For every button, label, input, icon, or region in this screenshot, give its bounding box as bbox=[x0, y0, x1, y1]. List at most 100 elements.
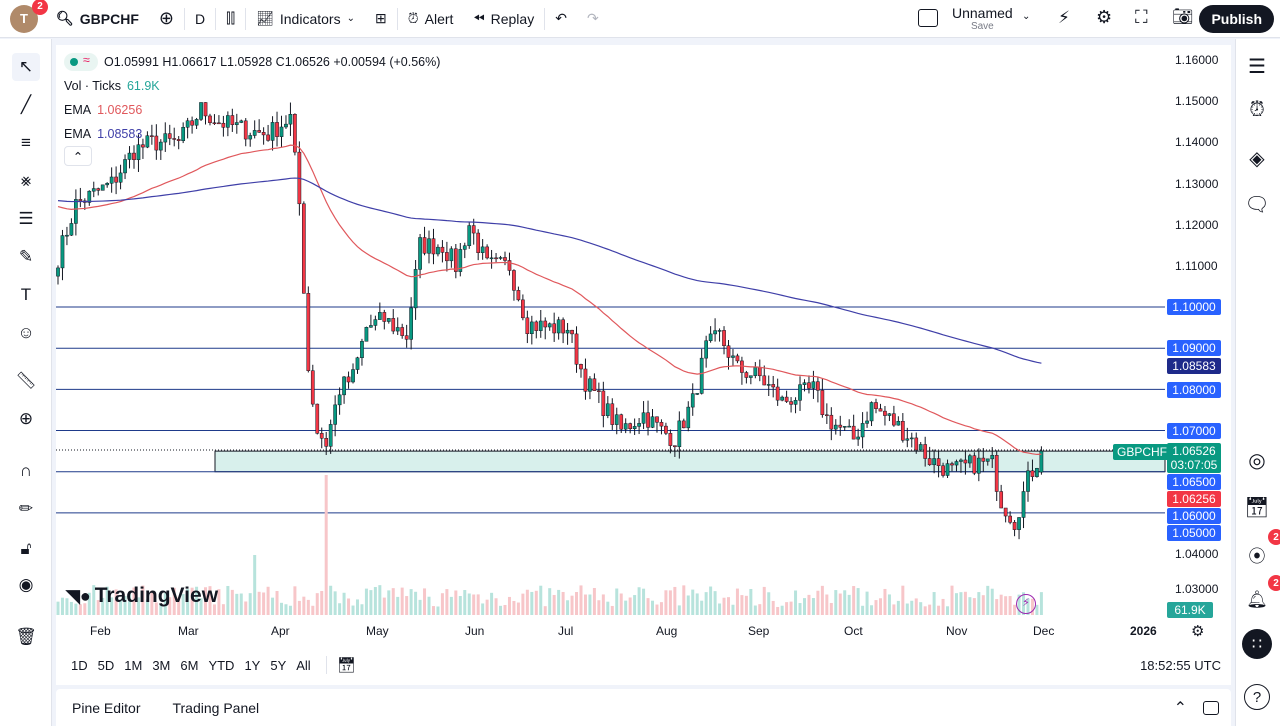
range-1d[interactable]: 1D bbox=[71, 657, 88, 673]
alert-button[interactable]: ⏰︎ Alert bbox=[407, 10, 454, 27]
symbol-search[interactable]: 🔍︎ GBPCHF bbox=[56, 10, 139, 27]
market-status-icon: ≈ bbox=[64, 53, 98, 71]
chevron-down-icon[interactable]: ⌄ bbox=[1022, 11, 1031, 22]
divider bbox=[184, 7, 185, 30]
fib-retracement-icon[interactable]: ☰ bbox=[18, 209, 34, 228]
volume-bar bbox=[87, 592, 91, 615]
cursor-icon[interactable]: ↖ bbox=[12, 53, 40, 81]
range-ytd[interactable]: YTD bbox=[208, 657, 235, 673]
chevron-up-icon[interactable]: ⌃ bbox=[1173, 699, 1187, 717]
undo-button[interactable]: ↶ bbox=[545, 0, 577, 38]
range-1m[interactable]: 1M bbox=[124, 657, 143, 673]
ruler-icon[interactable]: 📏︎ bbox=[15, 371, 37, 390]
volume-bar bbox=[673, 586, 677, 615]
layers-icon[interactable]: ◈ bbox=[1249, 147, 1265, 170]
compare-button[interactable]: ⊕ bbox=[149, 0, 184, 38]
emoji-icon[interactable]: ☺ bbox=[17, 323, 35, 342]
volume-bar bbox=[928, 604, 932, 615]
volume-bar bbox=[275, 591, 279, 615]
horizontal-lines-icon[interactable]: ≡ bbox=[21, 133, 31, 152]
tab-trading-panel[interactable]: Trading Panel bbox=[172, 699, 260, 716]
lightning-event-icon[interactable]: ⚡︎ bbox=[1016, 594, 1036, 614]
settings-gear-icon[interactable]: ⚙ bbox=[1096, 7, 1113, 27]
candle-body bbox=[400, 327, 405, 336]
calendar-icon[interactable]: 📅︎ bbox=[1244, 496, 1270, 519]
volume-bar bbox=[239, 593, 243, 615]
target-icon[interactable]: ◎ bbox=[1248, 449, 1266, 472]
chart-type-button[interactable]: ⫿⫿ bbox=[216, 0, 245, 38]
bell-icon[interactable]: 🔔︎ 2 bbox=[1242, 575, 1280, 615]
chat-icon[interactable]: 🗨︎ bbox=[1244, 193, 1270, 216]
trash-icon[interactable]: 🗑︎ bbox=[15, 627, 37, 646]
candle-body bbox=[677, 420, 682, 448]
candle-body bbox=[954, 461, 959, 466]
volume-legend[interactable]: Vol · Ticks 61.9K bbox=[64, 79, 160, 93]
brush-icon[interactable]: ✎ bbox=[18, 247, 34, 266]
text-icon[interactable]: T bbox=[20, 285, 32, 304]
drawing-toolbar: ↖ ╱ ≡ ⨳ ☰ ✎ T ☺ 📏︎ ⊕ ∩ ✏ 🔓︎ ◉ 🗑︎ bbox=[0, 39, 52, 726]
volume-bar bbox=[937, 605, 941, 615]
candle-body bbox=[306, 293, 311, 371]
ema-slow-legend[interactable]: EMA 1.08583 bbox=[64, 127, 143, 141]
volume-bar bbox=[905, 603, 909, 615]
range-5d[interactable]: 5D bbox=[97, 657, 115, 673]
volume-bar bbox=[566, 600, 570, 615]
ema-fast-legend[interactable]: EMA 1.06256 bbox=[64, 103, 143, 117]
date-range-calendar-icon[interactable]: 📅︎ bbox=[336, 657, 356, 674]
range-3m[interactable]: 3M bbox=[152, 657, 171, 673]
zoom-in-icon[interactable]: ⊕ bbox=[18, 409, 34, 428]
pattern-nodes-icon[interactable]: ⨳ bbox=[20, 171, 32, 190]
volume-bar bbox=[396, 596, 400, 615]
collapse-legend-button[interactable]: ⌃ bbox=[64, 146, 92, 166]
volume-bar bbox=[624, 600, 628, 615]
redo-button[interactable]: ↷ bbox=[577, 0, 609, 38]
grid-icon: ⊞ bbox=[374, 10, 387, 26]
fullscreen-icon[interactable]: ⛶ bbox=[1135, 7, 1148, 27]
candle-body bbox=[252, 130, 257, 136]
layout-button[interactable] bbox=[918, 9, 938, 27]
templates-button[interactable]: ⊞ bbox=[365, 0, 397, 38]
apps-grid-icon[interactable]: ∷ bbox=[1242, 629, 1272, 659]
clock[interactable]: 18:52:55 UTC bbox=[1140, 657, 1221, 673]
quick-search-icon[interactable]: ⚡︎ bbox=[1058, 8, 1070, 27]
range-1y[interactable]: 1Y bbox=[244, 657, 261, 673]
tab-pine-editor[interactable]: Pine Editor bbox=[72, 699, 141, 716]
volume-bar bbox=[405, 596, 409, 615]
indicators-button[interactable]: 📈︎ Indicators ⌄ bbox=[256, 10, 355, 27]
help-icon[interactable]: ? bbox=[1244, 684, 1270, 710]
range-6m[interactable]: 6M bbox=[180, 657, 199, 673]
candle-body bbox=[570, 329, 574, 335]
watchlist-icon[interactable]: ☰ bbox=[1248, 55, 1266, 78]
alerts-clock-icon[interactable]: ⏰︎ bbox=[1249, 98, 1265, 121]
candle-body bbox=[512, 270, 516, 291]
ideas-stream-icon[interactable]: ⦿ 2 bbox=[1242, 529, 1280, 569]
volume-bar bbox=[968, 597, 972, 615]
range-5y[interactable]: 5Y bbox=[270, 657, 287, 673]
maximize-panel-icon[interactable] bbox=[1203, 700, 1219, 715]
volume-bar bbox=[847, 594, 851, 615]
trend-line-icon[interactable]: ╱ bbox=[20, 95, 32, 114]
volume-bar bbox=[575, 592, 579, 615]
eye-icon[interactable]: ◉ bbox=[18, 575, 34, 594]
replay-button[interactable]: ⏪︎ Replay bbox=[473, 10, 535, 27]
stay-drawing-icon[interactable]: ✏ bbox=[18, 499, 34, 518]
publish-button[interactable]: Publish bbox=[1199, 5, 1274, 33]
volume-bar bbox=[83, 603, 87, 615]
range-all[interactable]: All bbox=[296, 657, 311, 673]
volume-bar bbox=[208, 586, 212, 615]
lock-icon[interactable]: 🔓︎ bbox=[20, 539, 32, 558]
volume-bar bbox=[995, 599, 999, 615]
camera-icon[interactable]: 📷︎ bbox=[1172, 7, 1194, 26]
volume-bar bbox=[583, 594, 587, 615]
volume-bar bbox=[288, 605, 292, 615]
tradingview-logo[interactable]: ◥● TradingView bbox=[66, 584, 219, 607]
magnet-icon[interactable]: ∩ bbox=[19, 461, 33, 480]
axis-settings-gear-icon[interactable]: ⚙ bbox=[1191, 623, 1205, 640]
volume-bar bbox=[186, 588, 190, 615]
candle-body bbox=[869, 402, 874, 422]
layout-name[interactable]: Unnamed Save bbox=[952, 5, 1013, 32]
level-label: 1.07000 bbox=[1167, 423, 1221, 439]
interval-button[interactable]: D bbox=[195, 10, 206, 27]
